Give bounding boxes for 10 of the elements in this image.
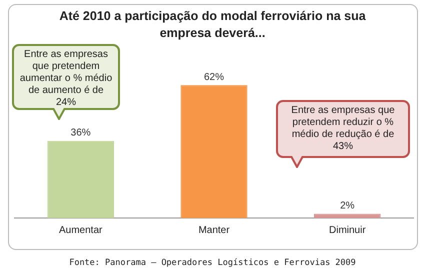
chart-title: Até 2010 a participação do modal ferroviário na sua empresa deverá... (58, 8, 367, 42)
x-tick-label: Aumentar (58, 224, 104, 236)
annotation: Entre as empresas que pretendem aumentar o % médio de aumento é de 24% (20, 49, 112, 108)
source-note: Fonte: Panorama – Operadores Logísticos e Ferrovias 2009 (68, 258, 357, 268)
x-tick-label: Manter (198, 224, 230, 236)
data-label: 62% (204, 72, 224, 83)
data-label: 2% (340, 200, 355, 212)
data-label: 36% (70, 128, 91, 139)
annotation: Entre as empresas que pretendem reduzir o % médio de redução é de 43% (291, 105, 395, 152)
x-tick-label: Diminuir (328, 224, 366, 236)
